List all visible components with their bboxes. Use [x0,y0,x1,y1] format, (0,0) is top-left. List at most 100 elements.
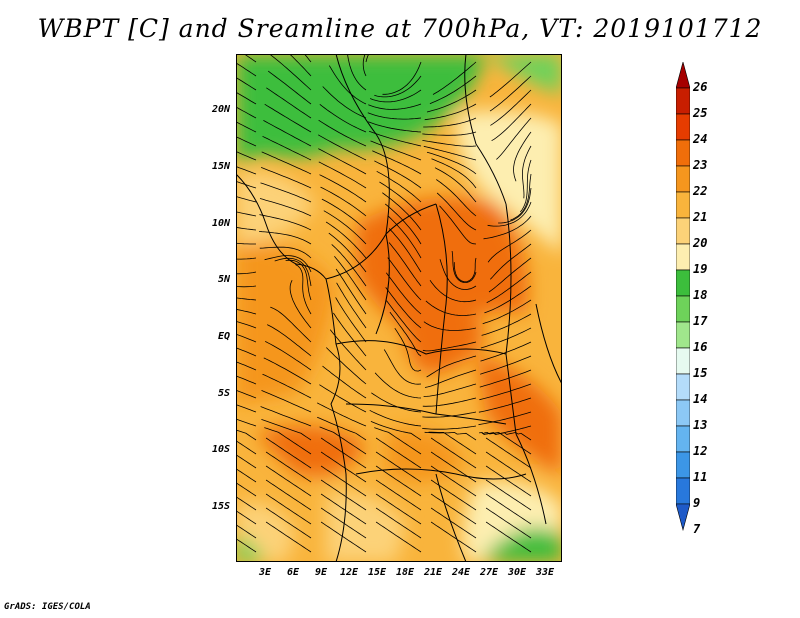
streamline [423,321,477,331]
streamline [333,312,367,357]
streamline [262,135,312,161]
streamline [480,355,532,375]
streamline [263,120,312,147]
colorbar-label-16: 16 [693,340,708,354]
streamline [387,215,422,259]
streamline [289,54,312,77]
streamline [322,86,367,119]
streamline [236,375,257,385]
streamline [519,159,532,213]
streamline [236,538,257,553]
streamline [485,465,532,497]
lon-label-30e: 30E [507,567,527,578]
streamline [436,192,477,231]
streamline [236,62,257,77]
streamline [236,106,257,119]
streamline [384,203,422,245]
streamline [370,140,422,161]
streamline [329,329,367,371]
streamline [423,383,477,397]
colorbar-swatch-25 [675,87,691,115]
lon-label-18e: 18E [395,567,415,578]
streamline [264,255,312,273]
streamline [317,416,367,441]
colorbar-swatch-11 [675,451,691,479]
streamline [379,181,422,217]
colorbar-label-19: 19 [693,262,708,276]
streamline [488,257,532,293]
colorbar-label-24: 24 [693,132,708,146]
colorbar-swatch-13 [675,399,691,427]
streamline [318,148,367,175]
streamline [491,103,532,142]
streamline [236,91,257,105]
streamline [426,355,477,378]
colorbar-label-18: 18 [693,288,708,302]
streamline [430,493,477,525]
streamline [318,134,367,161]
streamline [326,347,367,385]
streamline [236,389,257,399]
streamline [388,228,422,273]
streamline [236,180,257,189]
streamline [320,479,367,511]
streamlines [236,54,532,553]
streamline [375,465,422,497]
streamline [265,521,312,553]
streamline [335,297,367,343]
streamline [261,390,312,413]
streamline [334,256,367,301]
lat-label-10n: 10N [211,218,230,229]
streamline [424,369,477,388]
streamline [430,507,477,539]
streamline [368,103,422,110]
streamline [320,437,367,469]
lon-label-33e: 33E [535,567,555,578]
lat-label-eq: EQ [217,331,230,342]
lon-label-6e: 6E [286,567,300,578]
streamline [236,211,257,217]
streamline [236,347,257,357]
grads-credit: GrADS: IGES/COLA [4,602,91,612]
streamline [319,426,367,455]
streamline [236,271,257,275]
streamline [322,365,367,399]
streamline [453,257,477,283]
lat-label-5s: 5S [217,388,230,399]
streamline [236,166,257,175]
streamline [489,61,532,98]
streamline [236,121,257,133]
colorbar-label-23: 23 [693,158,708,172]
streamline [236,510,257,525]
streamline [367,112,422,120]
colorbar-swatch-15 [675,347,691,375]
streamline [481,313,532,336]
colorbar-label-9: 9 [693,496,701,510]
streamline [318,161,367,189]
streamline [259,198,312,217]
streamline [423,145,477,161]
streamline [265,493,312,525]
streamline [267,324,312,357]
colorbar-label-12: 12 [693,444,708,458]
streamline [485,507,532,539]
streamline [236,361,257,371]
streamline [496,117,532,160]
streamline [513,131,532,182]
streamline [328,65,367,105]
streamline [422,131,477,136]
streamline [423,117,477,128]
streamline [426,89,477,113]
streamline [428,431,477,455]
streamline [489,75,532,112]
streamline [236,242,256,245]
streamline [236,440,257,455]
map-panel [236,54,562,562]
streamline [490,243,532,280]
streamline [236,482,257,497]
streamline [318,119,367,147]
chart-title: WBPT [C] and Sreamline at 700hPa, VT: 20… [37,14,763,43]
lat-label-20n: 20N [211,104,230,115]
streamline [372,150,422,175]
colorbar-label-13: 13 [693,418,708,432]
